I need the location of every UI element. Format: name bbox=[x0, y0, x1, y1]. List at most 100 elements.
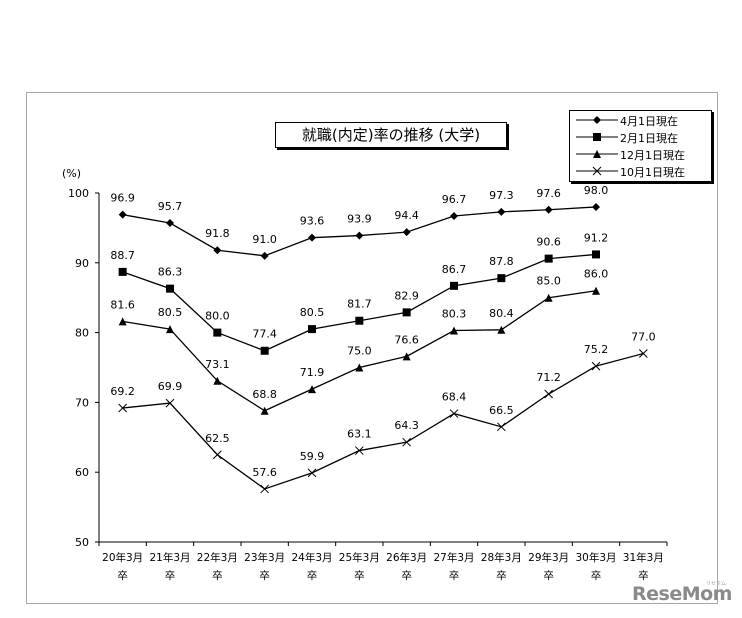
data-point-diamond bbox=[402, 228, 411, 237]
data-label: 69.2 bbox=[110, 385, 135, 398]
data-label: 76.6 bbox=[394, 333, 419, 346]
data-point-triangle bbox=[166, 325, 174, 334]
data-label: 96.7 bbox=[442, 193, 467, 206]
data-point-square bbox=[450, 281, 458, 290]
x-tick-label-suffix: 卒 bbox=[212, 569, 223, 582]
data-label: 94.4 bbox=[394, 209, 419, 222]
data-point-triangle bbox=[450, 326, 458, 335]
square-marker-icon bbox=[576, 133, 618, 141]
y-tick-label: 50 bbox=[75, 536, 89, 549]
data-point-diamond bbox=[544, 205, 553, 214]
data-point-triangle bbox=[497, 325, 506, 334]
data-label: 63.1 bbox=[347, 428, 372, 441]
data-label: 68.8 bbox=[252, 388, 277, 401]
data-label: 80.5 bbox=[158, 306, 183, 319]
data-point-x-stroke bbox=[496, 422, 506, 432]
data-label: 97.6 bbox=[536, 187, 561, 200]
data-point-triangle bbox=[260, 406, 269, 415]
legend-item-apr: 4月1日現在 bbox=[570, 112, 711, 129]
data-label: 81.6 bbox=[110, 298, 135, 311]
data-point-triangle bbox=[592, 286, 600, 295]
data-label: 80.4 bbox=[489, 307, 514, 320]
diamond-marker-icon bbox=[576, 116, 618, 124]
data-point-square bbox=[592, 250, 600, 259]
y-tick-label: 80 bbox=[75, 327, 89, 340]
legend-item-oct: 10月1日現在 bbox=[570, 163, 711, 180]
x-tick-label: 28年3月 bbox=[481, 551, 522, 564]
data-point-square bbox=[402, 308, 411, 317]
data-point-diamond bbox=[450, 212, 458, 221]
data-label: 75.2 bbox=[584, 343, 609, 356]
data-label: 95.7 bbox=[158, 200, 183, 213]
data-point-diamond bbox=[118, 210, 127, 219]
data-point-x bbox=[165, 398, 175, 408]
data-label: 77.0 bbox=[631, 331, 656, 344]
data-label: 96.9 bbox=[110, 192, 135, 205]
data-point-x bbox=[402, 437, 412, 447]
legend-item-dec: 12月1日現在 bbox=[570, 146, 711, 163]
legend-label-dec: 12月1日現在 bbox=[620, 149, 685, 162]
data-point-x-stroke bbox=[402, 437, 412, 447]
x-tick-label-suffix: 卒 bbox=[117, 569, 128, 582]
data-point-x-stroke bbox=[544, 389, 554, 399]
x-marker-icon bbox=[576, 166, 618, 176]
data-point-square bbox=[166, 284, 174, 293]
data-point-triangle bbox=[355, 363, 364, 372]
data-point-x bbox=[544, 389, 554, 399]
data-point-triangle bbox=[308, 385, 316, 394]
legend: 4月1日現在 2月1日現在 12月1日現在 10月1日現在 bbox=[569, 110, 712, 182]
data-point-diamond bbox=[213, 246, 222, 255]
data-label: 86.3 bbox=[158, 266, 183, 279]
data-point-x-stroke bbox=[118, 403, 128, 413]
x-tick-label: 29年3月 bbox=[528, 551, 569, 564]
data-label: 91.2 bbox=[584, 231, 609, 244]
data-point-x bbox=[118, 403, 128, 413]
data-point-diamond bbox=[260, 251, 269, 260]
data-point-square bbox=[355, 316, 364, 325]
data-point-x-stroke bbox=[354, 446, 364, 455]
y-tick-label: 100 bbox=[68, 187, 89, 200]
data-label: 80.5 bbox=[300, 306, 325, 319]
data-label: 71.2 bbox=[536, 371, 561, 384]
data-point-x-stroke bbox=[307, 468, 317, 478]
data-point-x-stroke bbox=[212, 450, 222, 460]
data-label: 64.3 bbox=[394, 419, 419, 432]
chart-frame bbox=[26, 92, 718, 604]
data-label: 68.4 bbox=[442, 391, 467, 404]
x-tick-label: 26年3月 bbox=[386, 551, 427, 564]
x-tick-label: 31年3月 bbox=[623, 551, 664, 564]
x-tick-label-suffix: 卒 bbox=[307, 569, 318, 582]
data-point-square bbox=[497, 274, 506, 283]
data-point-diamond bbox=[166, 219, 174, 228]
x-tick-label: 30年3月 bbox=[575, 551, 616, 564]
legend-item-feb: 2月1日現在 bbox=[570, 129, 711, 146]
y-unit-label: (%) bbox=[62, 167, 81, 180]
x-tick-label: 20年3月 bbox=[102, 551, 143, 564]
resemom-logo-sub: リセマム bbox=[706, 581, 727, 587]
data-label: 81.7 bbox=[347, 298, 372, 311]
x-tick-label-suffix: 卒 bbox=[354, 569, 365, 582]
data-label: 57.6 bbox=[252, 466, 277, 479]
data-label: 97.3 bbox=[489, 189, 514, 202]
data-label: 71.9 bbox=[300, 366, 325, 379]
data-label: 59.9 bbox=[300, 450, 325, 463]
data-point-x bbox=[591, 361, 601, 371]
data-point-x bbox=[638, 349, 648, 358]
data-point-triangle bbox=[544, 293, 553, 302]
data-point-x bbox=[212, 450, 222, 460]
x-tick-label: 25年3月 bbox=[339, 551, 380, 564]
data-label: 86.7 bbox=[442, 263, 467, 276]
data-point-square bbox=[308, 325, 316, 334]
data-label: 87.8 bbox=[489, 255, 514, 268]
data-label: 98.0 bbox=[584, 184, 609, 197]
legend-label-apr: 4月1日現在 bbox=[620, 115, 678, 128]
data-label: 82.9 bbox=[394, 289, 419, 302]
data-label: 90.6 bbox=[536, 236, 561, 249]
data-label: 69.9 bbox=[158, 380, 183, 393]
data-point-diamond bbox=[308, 233, 316, 242]
data-point-triangle bbox=[402, 352, 411, 361]
data-label: 93.9 bbox=[347, 213, 372, 226]
x-tick-label-suffix: 卒 bbox=[401, 569, 412, 582]
